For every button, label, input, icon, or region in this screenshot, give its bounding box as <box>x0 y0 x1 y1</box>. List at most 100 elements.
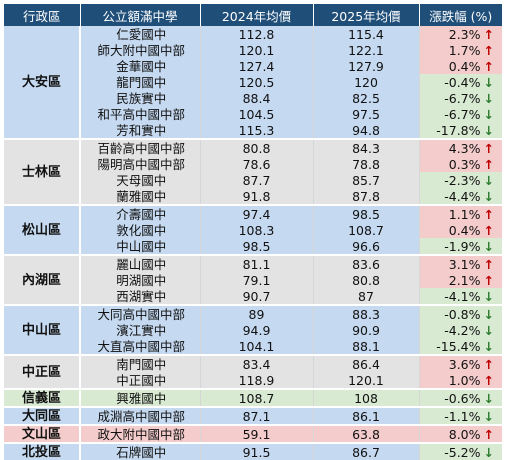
change-value: 0.4% <box>448 222 481 238</box>
school-cell: 西湖實中 <box>80 288 201 305</box>
table-row: 明湖國中 79.1 80.8 2.1% ↑ <box>4 272 502 288</box>
school-cell: 金華國中 <box>80 58 201 74</box>
change-value: -4.2% <box>444 322 481 338</box>
price-2024-cell: 112.8 <box>200 26 314 42</box>
change-cell: -15.4% ↓ <box>419 338 502 355</box>
change-value: -17.8% <box>436 122 481 138</box>
table-row: 陽明高中國中部 78.6 78.8 0.3% ↑ <box>4 156 502 172</box>
arrow-up-icon: ↑ <box>483 256 494 272</box>
district-cell: 松山區 <box>4 204 81 255</box>
change-cell: 2.1% ↑ <box>419 272 502 288</box>
change-cell: 2.3% ↑ <box>419 26 502 42</box>
table-row: 大直高中國中部 104.1 88.1 -15.4% ↓ <box>4 338 502 355</box>
header-school: 公立額滿中學 <box>80 4 201 26</box>
school-cell: 大同高中國中部 <box>80 304 201 322</box>
table-row: 師大附中國中部 120.1 122.1 1.7% ↑ <box>4 42 502 58</box>
arrow-down-icon: ↓ <box>483 390 494 406</box>
arrow-down-icon: ↓ <box>483 408 494 424</box>
change-value: 1.0% <box>448 372 481 388</box>
table-row: 蘭雅國中 91.8 87.8 -4.4% ↓ <box>4 188 502 205</box>
school-cell: 天母國中 <box>80 172 201 188</box>
table-row: 內湖區 麗山國中 81.1 83.6 3.1% ↑ <box>4 254 502 305</box>
change-cell: -2.3% ↓ <box>419 172 502 188</box>
price-2024-cell: 83.4 <box>200 354 314 372</box>
table-row: 和平高中國中部 104.5 97.5 -6.7% ↓ <box>4 106 502 122</box>
price-2025-cell: 86.7 <box>313 442 420 460</box>
arrow-up-icon: ↑ <box>483 140 494 156</box>
arrow-down-icon: ↓ <box>483 90 494 106</box>
arrow-down-icon: ↓ <box>483 238 494 254</box>
header-change: 漲跌幅 (%) <box>419 4 502 26</box>
change-value: 3.1% <box>448 256 481 272</box>
price-2024-cell: 97.4 <box>200 204 314 222</box>
table-row: 濱江實中 94.9 90.9 -4.2% ↓ <box>4 322 502 338</box>
price-2024-cell: 115.3 <box>200 122 314 139</box>
table-row: 文山區 政大附中國中部 59.1 63.8 8.0% ↑ <box>4 424 502 443</box>
table-row: 中山區 大同高中國中部 89 88.3 -0.8% ↓ <box>4 304 502 355</box>
price-2024-cell: 120.1 <box>200 42 314 58</box>
table-row: 西湖實中 90.7 87 -4.1% ↓ <box>4 288 502 305</box>
price-2025-cell: 80.8 <box>313 272 420 288</box>
district-cell: 信義區 <box>4 388 81 407</box>
price-2024-cell: 91.5 <box>200 442 314 460</box>
change-cell: -1.1% ↓ <box>419 406 502 425</box>
change-cell: -4.4% ↓ <box>419 188 502 205</box>
change-value: -15.4% <box>436 338 481 354</box>
change-value: 8.0% <box>448 426 481 442</box>
price-2025-cell: 115.4 <box>313 26 420 42</box>
change-value: 2.3% <box>448 26 481 42</box>
change-cell: 3.1% ↑ <box>419 254 502 272</box>
price-2025-cell: 108.7 <box>313 222 420 238</box>
district-cell: 中正區 <box>4 354 81 389</box>
table-row: 金華國中 127.4 127.9 0.4% ↑ <box>4 58 502 74</box>
change-value: -1.1% <box>444 408 481 424</box>
change-cell: -4.2% ↓ <box>419 322 502 338</box>
price-2024-cell: 87.1 <box>200 406 314 425</box>
price-2025-cell: 87 <box>313 288 420 305</box>
price-2024-cell: 80.8 <box>200 138 314 156</box>
arrow-down-icon: ↓ <box>483 322 494 338</box>
school-cell: 民族實中 <box>80 90 201 106</box>
arrow-up-icon: ↑ <box>483 372 494 388</box>
price-2024-cell: 91.8 <box>200 188 314 205</box>
price-2025-cell: 86.1 <box>313 406 420 425</box>
school-cell: 中山國中 <box>80 238 201 255</box>
arrow-up-icon: ↑ <box>483 272 494 288</box>
arrow-down-icon: ↓ <box>483 122 494 138</box>
school-cell: 興雅國中 <box>80 388 201 407</box>
change-value: -5.2% <box>444 444 481 460</box>
school-cell: 南門國中 <box>80 354 201 372</box>
change-cell: -0.6% ↓ <box>419 388 502 407</box>
price-2025-cell: 88.1 <box>313 338 420 355</box>
price-2024-cell: 104.5 <box>200 106 314 122</box>
change-cell: -1.9% ↓ <box>419 238 502 255</box>
school-cell: 石牌國中 <box>80 442 201 460</box>
change-cell: -6.7% ↓ <box>419 106 502 122</box>
change-cell: -4.1% ↓ <box>419 288 502 305</box>
price-2024-cell: 87.7 <box>200 172 314 188</box>
price-2025-cell: 98.5 <box>313 204 420 222</box>
school-cell: 中正國中 <box>80 372 201 389</box>
school-cell: 和平高中國中部 <box>80 106 201 122</box>
school-cell: 師大附中國中部 <box>80 42 201 58</box>
school-cell: 龍門國中 <box>80 74 201 90</box>
school-cell: 大直高中國中部 <box>80 338 201 355</box>
change-cell: -17.8% ↓ <box>419 122 502 139</box>
price-2025-cell: 120 <box>313 74 420 90</box>
table-row: 中山國中 98.5 96.6 -1.9% ↓ <box>4 238 502 255</box>
price-2025-cell: 97.5 <box>313 106 420 122</box>
change-value: 0.3% <box>448 156 481 172</box>
change-cell: 0.4% ↑ <box>419 222 502 238</box>
header-price-2025: 2025年均價 <box>313 4 420 26</box>
price-2024-cell: 89 <box>200 304 314 322</box>
district-cell: 大安區 <box>4 26 81 139</box>
change-cell: -0.4% ↓ <box>419 74 502 90</box>
arrow-down-icon: ↓ <box>483 172 494 188</box>
price-2025-cell: 94.8 <box>313 122 420 139</box>
table-row: 芳和實中 115.3 94.8 -17.8% ↓ <box>4 122 502 139</box>
table-row: 士林區 百齡高中國中部 80.8 84.3 4.3% ↑ <box>4 138 502 205</box>
table-row: 民族實中 88.4 82.5 -6.7% ↓ <box>4 90 502 106</box>
arrow-up-icon: ↑ <box>483 58 494 74</box>
price-2024-cell: 108.3 <box>200 222 314 238</box>
arrow-down-icon: ↓ <box>483 338 494 354</box>
